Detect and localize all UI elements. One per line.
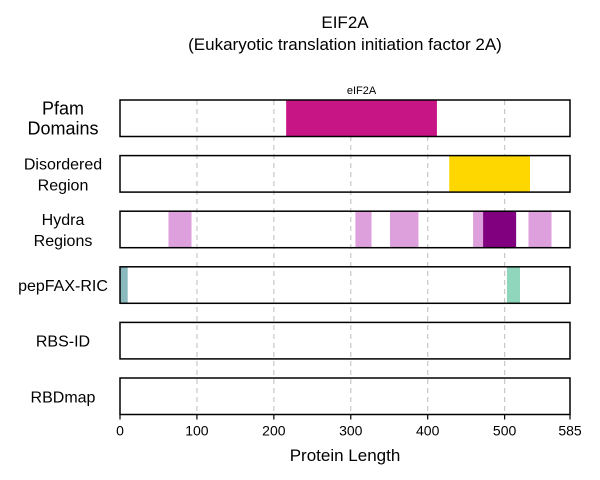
segment-label: eIF2A (347, 85, 377, 97)
x-tick-label: 585 (558, 423, 582, 439)
track-2: Hydra Regions (34, 210, 571, 250)
track-label: pepFAX-RIC (18, 278, 108, 295)
segment-bar (449, 155, 530, 193)
x-tick-label: 200 (262, 423, 286, 439)
x-axis: 0 100 200 300 400 500 585 (116, 414, 582, 439)
track-1: Disordered Region (24, 154, 571, 194)
track-border (119, 210, 571, 249)
segment-bar (506, 266, 520, 304)
chart-title-line-2: (Eukaryotic translation initiation facto… (188, 35, 502, 54)
track-label: Regions (34, 233, 93, 250)
track-label: Domains (27, 118, 98, 138)
track-border (119, 321, 571, 360)
chart-title-line-1: EIF2A (321, 13, 369, 32)
x-tick-label: 400 (416, 423, 440, 439)
gridlines (196, 100, 506, 415)
track-background (120, 266, 570, 304)
track-background (120, 322, 570, 359)
track-label: Hydra (42, 212, 85, 229)
track-label: Disordered (24, 156, 102, 173)
segment-bar (473, 211, 484, 248)
x-tick-label: 300 (339, 423, 363, 439)
segment-bar (483, 211, 517, 248)
track-border (119, 99, 571, 138)
segment-bar (355, 211, 372, 248)
chart-title: EIF2A (Eukaryotic translation initiation… (188, 13, 502, 54)
track-background (120, 378, 570, 415)
track-backgrounds (120, 100, 570, 415)
track-border (119, 266, 571, 305)
track-label: RBS-ID (36, 334, 90, 351)
track-5: RBDmap (31, 377, 571, 416)
x-tick-label: 0 (116, 423, 124, 439)
segment-bar (120, 266, 128, 304)
track-label: Pfam (42, 98, 84, 118)
segment-bar (390, 211, 419, 248)
segment-bar (168, 211, 192, 248)
track-border (119, 377, 571, 416)
track-label: RBDmap (31, 389, 96, 406)
segment-bar (286, 100, 437, 137)
x-tick-label: 500 (493, 423, 517, 439)
segment-bar (528, 211, 552, 248)
track-border (119, 154, 571, 193)
track-4: RBS-ID (36, 321, 571, 360)
track-label: Region (38, 177, 89, 194)
track-3: pepFAX-RIC (18, 266, 571, 305)
x-axis-title: Protein Length (290, 446, 401, 465)
x-tick-label: 100 (185, 423, 209, 439)
